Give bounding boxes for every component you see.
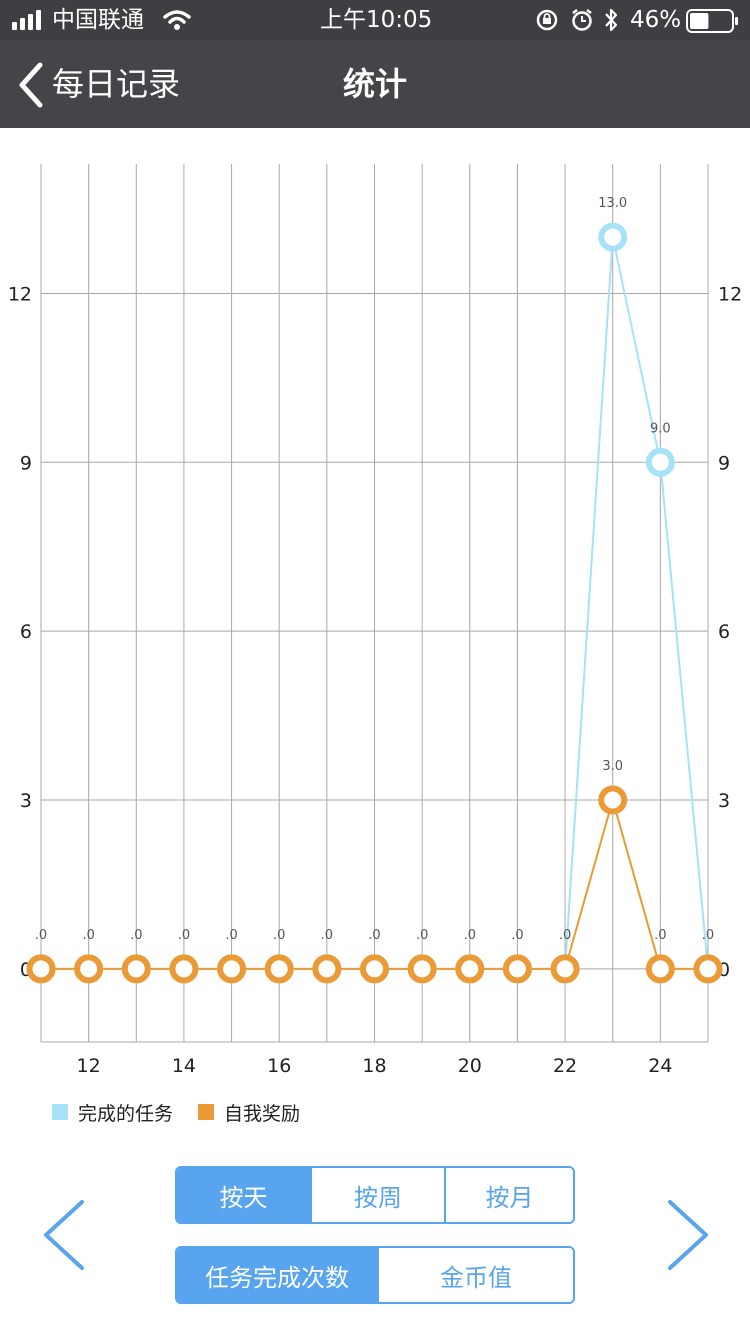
status-time: 上午10:05 [320,7,433,33]
data-point-1 [645,954,675,984]
data-point-1 [26,954,56,984]
battery-icon [686,9,738,33]
tab-by-week[interactable]: 按周 [310,1168,444,1222]
x-tick-label: 16 [267,1055,291,1077]
data-point-1 [502,954,532,984]
y-tick-label-left: 6 [20,621,32,643]
carrier-name: 中国联通 [52,7,144,33]
x-tick-label: 20 [458,1055,482,1077]
x-tick-label: 18 [362,1055,386,1077]
data-point-1 [598,785,628,815]
legend-item-reward: 自我奖励 [198,1100,301,1125]
x-tick-label: 22 [553,1055,577,1077]
data-label: .0 [464,928,476,943]
y-tick-label-left: 12 [8,283,32,305]
data-point-1 [217,954,247,984]
y-tick-label-right: 3 [718,790,730,812]
data-label: .0 [130,928,142,943]
x-tick-label: 12 [77,1055,101,1077]
status-bar: 中国联通 上午10:05 46% [0,0,750,40]
x-tick-label: 24 [648,1055,672,1077]
data-label: .0 [225,928,237,943]
data-label: .0 [368,928,380,943]
legend-swatch-reward [198,1104,214,1120]
y-tick-label-right: 6 [718,621,730,643]
legend-label-reward: 自我奖励 [224,1102,301,1125]
battery-percent: 46% [630,7,682,33]
tab-coin-value[interactable]: 金币值 [377,1248,573,1302]
x-tick-label: 14 [172,1055,196,1077]
alarm-clock-icon [572,9,592,31]
tab-task-count[interactable]: 任务完成次数 [177,1248,377,1302]
signal-bars-icon [12,10,41,30]
rotation-lock-icon [536,9,558,31]
data-point-1 [312,954,342,984]
data-point-1 [169,954,199,984]
previous-chevron-icon[interactable] [36,1198,96,1272]
tab-by-month[interactable]: 按月 [444,1168,573,1222]
data-label: .0 [273,928,285,943]
next-chevron-icon[interactable] [656,1198,716,1272]
data-label: 3.0 [602,759,623,774]
legend-label-tasks: 完成的任务 [78,1102,174,1125]
line-chart: 12 14 16 18 20 22 240 03 36 69 912 1213.09.0.0.0.0.… [8,164,742,1077]
metric-segmented-control: 任务完成次数 金币值 [175,1246,575,1304]
data-label: 9.0 [650,421,671,436]
back-button[interactable]: 每日记录 [52,65,181,103]
nav-bar: 每日记录 统计 [0,40,750,128]
data-label: .0 [178,928,190,943]
data-label: .0 [702,928,714,943]
data-point-1 [455,954,485,984]
legend-item-tasks: 完成的任务 [52,1100,174,1125]
data-label: .0 [416,928,428,943]
bluetooth-icon [605,8,618,32]
tab-by-day[interactable]: 按天 [177,1168,310,1222]
data-label: 13.0 [598,196,627,211]
data-label: .0 [511,928,523,943]
y-tick-label-left: 9 [20,452,32,474]
period-segmented-control: 按天 按周 按月 [175,1166,575,1224]
page-title: 统计 [342,65,407,103]
data-label: .0 [35,928,47,943]
data-point-0 [645,447,675,477]
legend-swatch-tasks [52,1104,68,1120]
y-tick-label-left: 3 [20,790,32,812]
data-point-0 [598,222,628,252]
data-point-1 [693,954,723,984]
data-point-1 [121,954,151,984]
data-label: .0 [82,928,94,943]
data-point-1 [550,954,580,984]
y-tick-label-right: 9 [718,452,730,474]
data-label: .0 [321,928,333,943]
wifi-icon [163,10,191,30]
y-tick-label-right: 12 [718,283,742,305]
data-label: .0 [654,928,666,943]
data-point-1 [360,954,389,984]
data-point-1 [74,954,104,984]
back-chevron-icon[interactable] [16,62,44,108]
data-point-1 [264,954,294,984]
data-point-1 [407,954,437,984]
data-label: .0 [559,928,571,943]
